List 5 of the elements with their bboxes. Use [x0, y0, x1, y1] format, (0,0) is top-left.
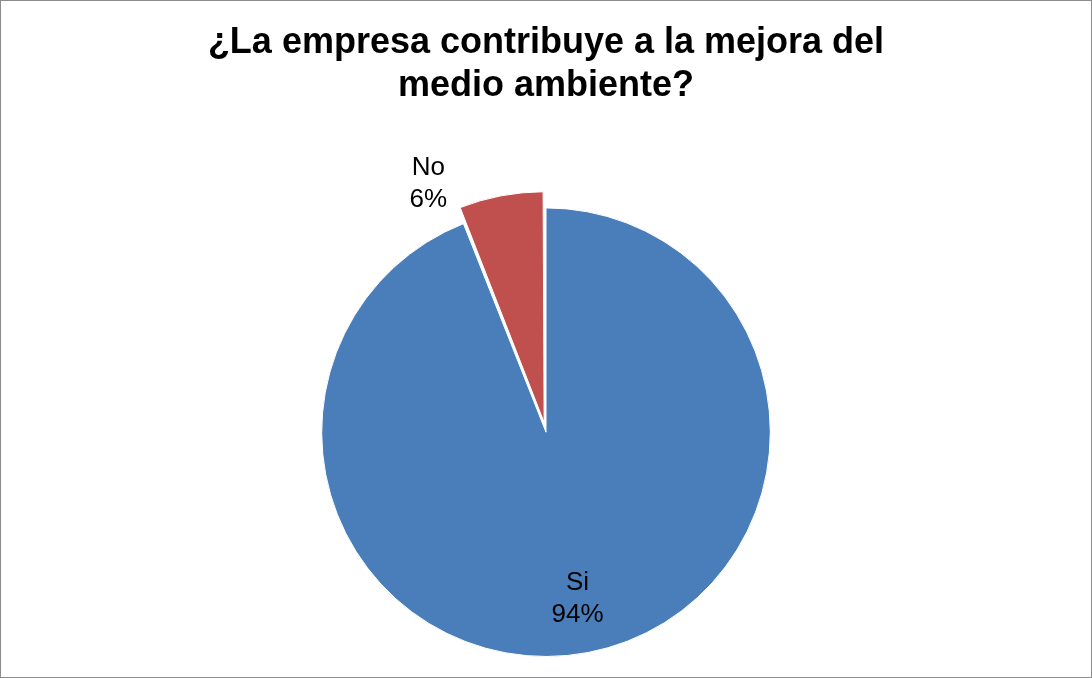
- data-label: 94%: [551, 598, 604, 629]
- slice-label: No: [411, 151, 445, 182]
- slice-label: Si: [565, 566, 590, 597]
- chart-title: ¿La empresa contribuye a la mejora del medio ambiente?: [207, 19, 885, 104]
- data-label: 6%: [409, 183, 448, 214]
